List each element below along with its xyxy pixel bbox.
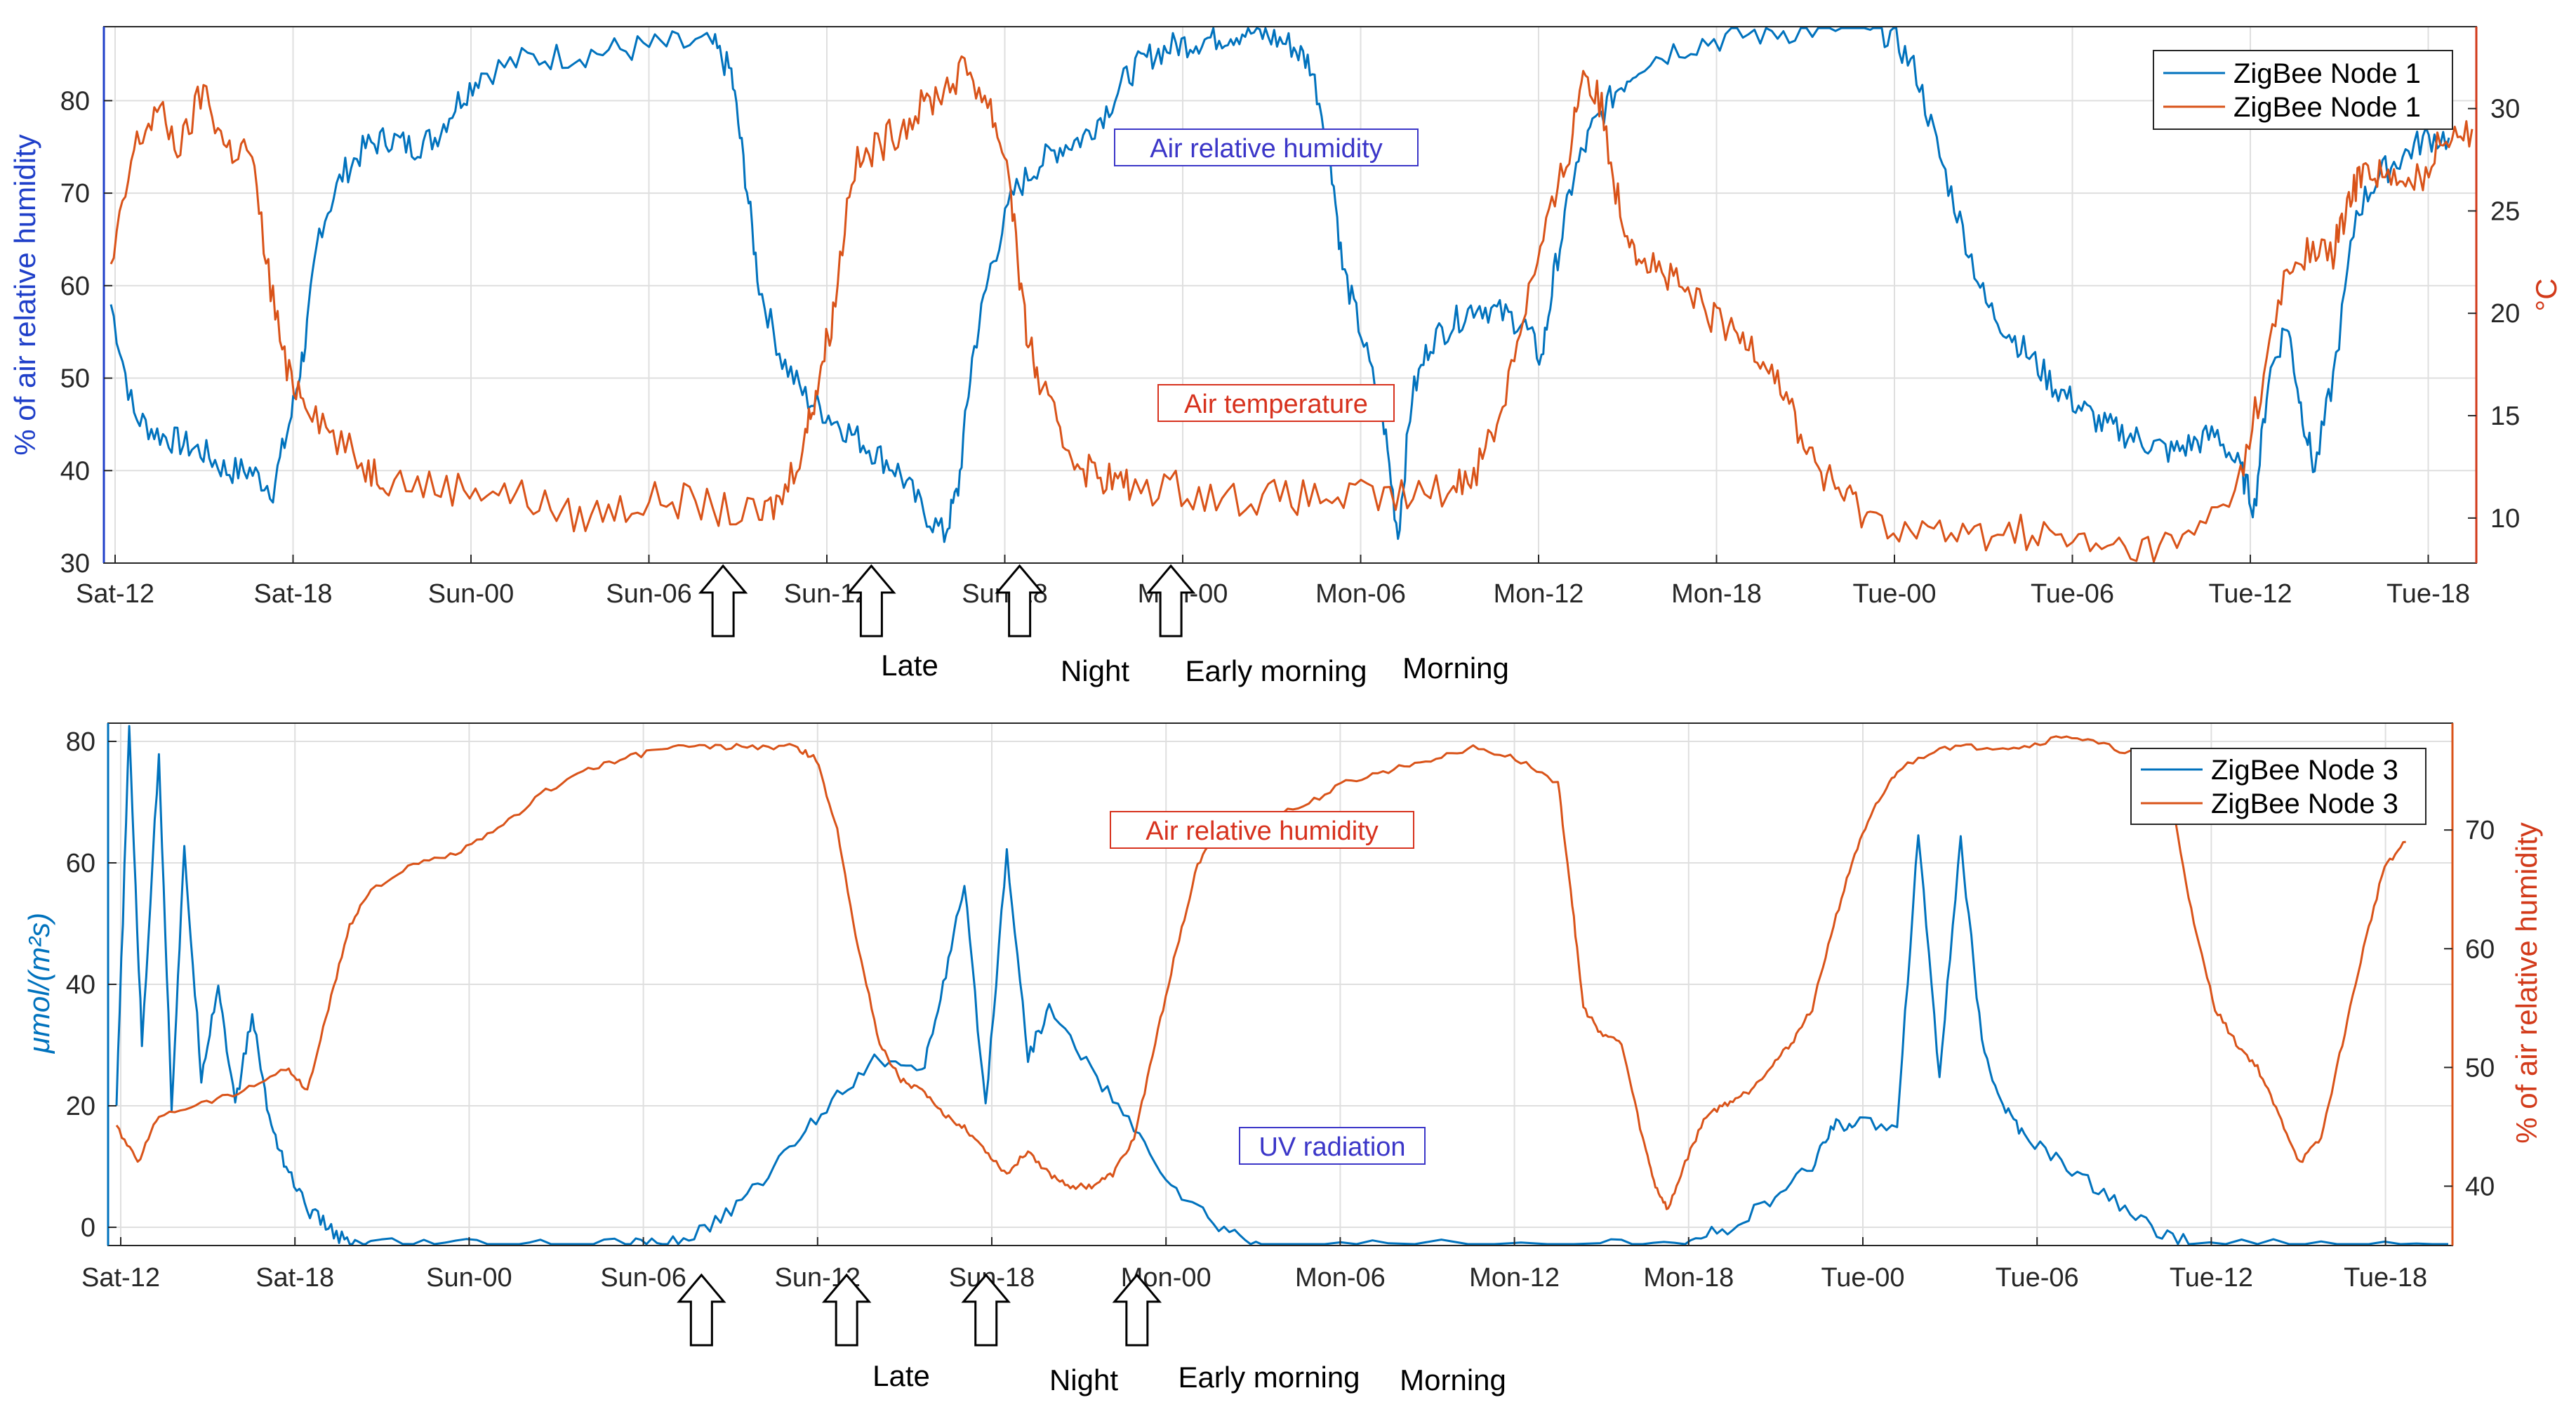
top-x-tick-label: Mon-06: [1315, 579, 1406, 609]
bottom-x-tick-label: Sun-00: [426, 1263, 512, 1293]
bottom-marker-arrow-icon: [677, 1273, 726, 1347]
top-marker-morning-label: Morning: [1402, 652, 1509, 685]
bottom-y-right-tick-label: 40: [2465, 1172, 2495, 1201]
bottom-humidity-annotation: Air relative humidity: [1146, 817, 1379, 846]
top-y-right-tick-label: 25: [2490, 197, 2520, 226]
bottom-x-tick-label: Mon-12: [1469, 1263, 1560, 1293]
bottom-legend-box: [2130, 748, 2426, 825]
bottom-uv-annotation: UV radiation: [1259, 1132, 1405, 1162]
top-x-tick-label: Sun-06: [606, 579, 692, 609]
bottom-marker-arrow-icon: [961, 1273, 1011, 1347]
bottom-x-tick-label: Tue-12: [2170, 1263, 2253, 1293]
top-panel: Sat-12 Sat-18 Sun-00 Sun-06 Sun-12 Sun-18 Mon-…: [8, 26, 2563, 609]
bottom-y-right-tick-label: 50: [2465, 1053, 2495, 1083]
top-y-left-tick-label: 60: [60, 272, 90, 301]
bottom-marker-night-label: Night: [1049, 1363, 1118, 1396]
top-y-left-ticks: 30 40 50 60 70 80: [60, 86, 112, 579]
top-series-blue-line: [109, 27, 2450, 543]
bottom-y-right-tick-label: 60: [2465, 934, 2495, 964]
top-grid: [104, 27, 2476, 564]
bottom-y-left-tick-label: 40: [66, 970, 95, 1000]
bottom-x-tick-label: Mon-18: [1643, 1263, 1734, 1293]
top-y-right-ticks: 10 15 20 25 30: [2468, 95, 2520, 534]
top-humidity-annotation-box: [1114, 128, 1419, 166]
bottom-series-orange-line: [115, 735, 2406, 1210]
bottom-series-blue-line: [115, 725, 2448, 1246]
top-x-tick-label: Mon-12: [1494, 579, 1584, 609]
top-time-markers: Late Night Early morning Morning: [698, 564, 1509, 687]
top-legend-entry-1: ZigBee Node 1: [2233, 58, 2421, 89]
bottom-legend: ZigBee Node 3 ZigBee Node 3: [2130, 748, 2426, 825]
bottom-x-tick-label: Sat-12: [81, 1263, 160, 1293]
top-y-left-tick-label: 70: [60, 179, 90, 209]
bottom-y-left-tick-label: 20: [66, 1092, 95, 1121]
top-marker-arrow-icon: [698, 564, 748, 638]
top-temperature-annotation: Air temperature: [1184, 390, 1368, 419]
top-marker-early-morning-label: Early morning: [1185, 654, 1367, 687]
bottom-marker-early-morning-label: Early morning: [1178, 1361, 1360, 1394]
top-x-tick-label: Tue-18: [2386, 579, 2470, 609]
top-x-tick-label: Tue-00: [1853, 579, 1937, 609]
bottom-panel: Sat-12 Sat-18 Sun-00 Sun-06 Sun-12 Sun-18 Mon-…: [22, 722, 2543, 1293]
top-plot-area: [104, 27, 2476, 563]
top-legend-entry-2: ZigBee Node 1: [2233, 92, 2421, 123]
top-y-right-tick-label: 15: [2490, 402, 2520, 431]
top-y-right-label: °C: [2530, 278, 2563, 311]
top-humidity-annotation: Air relative humidity: [1150, 134, 1383, 164]
top-x-tick-label: Sat-18: [254, 579, 333, 609]
bottom-x-tick-label: Tue-06: [1996, 1263, 2079, 1293]
top-legend: ZigBee Node 1 ZigBee Node 1: [2153, 50, 2453, 130]
bottom-y-left-tick-label: 60: [66, 849, 95, 878]
bottom-y-right-ticks: 40 50 60 70: [2444, 816, 2495, 1201]
top-y-left-tick-label: 40: [60, 456, 90, 486]
top-marker-arrow-icon: [847, 564, 896, 638]
top-y-left-tick-label: 30: [60, 549, 90, 579]
top-x-tick-label: Tue-12: [2209, 579, 2292, 609]
bottom-y-right-tick-label: 70: [2465, 816, 2495, 845]
bottom-x-tick-label: Tue-18: [2344, 1263, 2427, 1293]
top-x-tick-label: Sun-00: [428, 579, 514, 609]
top-y-left-tick-label: 50: [60, 364, 90, 394]
top-series-orange-line: [109, 55, 2474, 563]
top-x-tick-label: Tue-06: [2031, 579, 2114, 609]
bottom-y-right-label: % of air relative humidity: [2510, 822, 2543, 1144]
top-y-right-tick-label: 10: [2490, 504, 2520, 534]
top-legend-box: [2153, 50, 2453, 130]
bottom-x-tick-label: Sun-06: [600, 1263, 686, 1293]
top-marker-late-label: Late: [881, 649, 938, 682]
top-x-tick-label: Mon-18: [1671, 579, 1762, 609]
bottom-x-tick-label: Mon-06: [1295, 1263, 1386, 1293]
top-temperature-annotation-box: [1157, 384, 1395, 422]
top-x-ticks: Sat-12 Sat-18 Sun-00 Sun-06 Sun-12 Sun-18 Mon-…: [76, 555, 2470, 609]
bottom-time-markers: Late Night Early morning Morning: [677, 1273, 1506, 1396]
bottom-uv-annotation-box: [1239, 1127, 1426, 1165]
bottom-y-left-label: μmol/(m²s): [22, 913, 55, 1054]
bottom-series: [115, 725, 2448, 1246]
top-marker-arrow-icon: [995, 564, 1044, 638]
bottom-marker-arrow-icon: [821, 1273, 872, 1347]
bottom-y-left-ticks: 0 20 40 60 80: [66, 727, 117, 1243]
top-x-tick-label: Sat-12: [76, 579, 154, 609]
top-marker-night-label: Night: [1061, 654, 1129, 687]
bottom-marker-late-label: Late: [872, 1359, 930, 1392]
bottom-humidity-annotation-box: [1110, 811, 1414, 849]
bottom-x-tick-label: Tue-00: [1821, 1263, 1905, 1293]
top-marker-arrow-icon: [1146, 564, 1196, 638]
top-y-left-label: % of air relative humidity: [8, 134, 41, 456]
bottom-y-left-tick-label: 80: [66, 727, 95, 757]
bottom-marker-arrow-icon: [1112, 1273, 1162, 1347]
top-y-right-tick-label: 20: [2490, 299, 2520, 329]
top-series: [109, 27, 2474, 563]
bottom-legend-entry-2: ZigBee Node 3: [2211, 788, 2398, 819]
bottom-legend-entry-1: ZigBee Node 3: [2211, 755, 2398, 786]
top-y-left-tick-label: 80: [60, 86, 90, 116]
bottom-y-left-tick-label: 0: [81, 1213, 95, 1243]
bottom-x-tick-label: Sat-18: [255, 1263, 334, 1293]
bottom-marker-morning-label: Morning: [1400, 1363, 1506, 1396]
top-y-right-tick-label: 30: [2490, 95, 2520, 124]
